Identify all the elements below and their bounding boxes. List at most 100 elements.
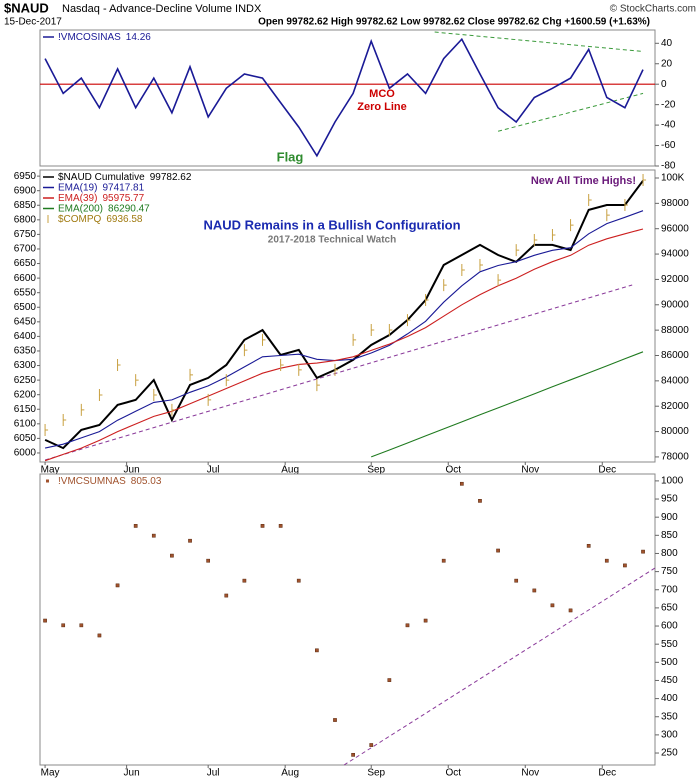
price-bar bbox=[171, 403, 175, 416]
legend-name: !VMCOSINAS bbox=[58, 32, 121, 43]
legend-value: 99782.62 bbox=[150, 172, 192, 183]
dot bbox=[296, 578, 301, 583]
price-bar bbox=[225, 374, 230, 387]
dot bbox=[97, 633, 102, 638]
legend-entry: $NAUD Cumulative 99782.62 bbox=[58, 172, 192, 183]
price-bar bbox=[298, 363, 302, 376]
price-bar bbox=[280, 358, 284, 371]
y-tick-label: 900 bbox=[661, 512, 678, 523]
price-bar bbox=[388, 323, 393, 336]
y-tick-label: 6800 bbox=[14, 214, 37, 225]
y2-tick-label: 94000 bbox=[661, 249, 689, 260]
y-tick-label: 550 bbox=[661, 639, 678, 650]
dot bbox=[459, 481, 464, 486]
price-bar bbox=[588, 194, 592, 207]
price-bar bbox=[479, 259, 483, 272]
y-tick-label: 6950 bbox=[14, 171, 37, 182]
price-bar bbox=[153, 388, 157, 401]
y-tick-label: 800 bbox=[661, 548, 678, 559]
price-bar bbox=[497, 274, 502, 287]
y-tick-label: 450 bbox=[661, 675, 678, 686]
price-bar bbox=[98, 388, 103, 401]
annotation: Flag bbox=[277, 149, 304, 164]
price-bar bbox=[406, 314, 411, 327]
x-tick-label: Dec bbox=[598, 465, 616, 476]
y-tick-label: -40 bbox=[661, 120, 676, 131]
y-tick-label: 40 bbox=[661, 38, 673, 49]
price-bar bbox=[316, 379, 320, 392]
legend-value: 97417.81 bbox=[102, 182, 144, 193]
dot bbox=[514, 578, 519, 583]
y2-tick-label: 96000 bbox=[661, 223, 689, 234]
price-bar bbox=[570, 219, 574, 232]
chart-subtitle: 2017-2018 Technical Watch bbox=[268, 235, 396, 246]
y-tick-label: 6650 bbox=[14, 258, 37, 269]
y-tick-label: 750 bbox=[661, 566, 678, 577]
legend-entry: !VMCSUMNAS 805.03 bbox=[58, 476, 162, 487]
symbol: $NAUD bbox=[4, 0, 49, 15]
price-bar bbox=[551, 228, 556, 241]
y-tick-label: 500 bbox=[661, 657, 678, 668]
dot bbox=[151, 533, 156, 538]
legend-value: 95975.77 bbox=[102, 193, 144, 204]
dot bbox=[550, 603, 555, 608]
y-tick-label: 0 bbox=[661, 79, 667, 90]
y-tick-label: 6250 bbox=[14, 375, 37, 386]
dot bbox=[133, 524, 138, 528]
y-tick-label: -60 bbox=[661, 140, 676, 151]
x-tick-label: Jul bbox=[207, 768, 220, 779]
dot bbox=[43, 618, 47, 623]
price-bar bbox=[135, 374, 139, 387]
dot bbox=[224, 593, 229, 598]
price-bar bbox=[606, 209, 610, 222]
y-tick-label: 6100 bbox=[14, 418, 37, 429]
y-tick-label: 20 bbox=[661, 58, 673, 69]
x-tick-label: Oct bbox=[445, 768, 461, 779]
dot bbox=[405, 623, 410, 628]
y2-tick-label: 98000 bbox=[661, 198, 689, 209]
dot bbox=[61, 623, 66, 628]
y-tick-label: 6700 bbox=[14, 244, 37, 255]
legend-name: $COMPQ bbox=[58, 214, 102, 225]
x-tick-label: May bbox=[41, 465, 60, 476]
series-line bbox=[371, 351, 644, 458]
x-tick-label: Oct bbox=[445, 465, 461, 476]
price-bar bbox=[352, 333, 357, 346]
x-tick-label: Jul bbox=[207, 465, 220, 476]
y2-tick-label: 86000 bbox=[661, 350, 689, 361]
price-bar bbox=[425, 293, 429, 306]
series-line bbox=[44, 180, 644, 450]
y-tick-label: 6500 bbox=[14, 302, 37, 313]
dot bbox=[242, 578, 247, 583]
legend-entry: $COMPQ 6936.58 bbox=[58, 214, 143, 225]
price-bar bbox=[243, 344, 248, 357]
price-bar bbox=[624, 198, 628, 211]
y-tick-label: 6750 bbox=[14, 229, 37, 240]
panel-frame bbox=[39, 169, 656, 463]
price-bar bbox=[117, 358, 121, 371]
legend-value: 805.03 bbox=[131, 476, 162, 487]
panel-frame bbox=[39, 29, 656, 167]
price-bar bbox=[334, 363, 338, 376]
dot bbox=[441, 558, 446, 563]
y-tick-label: 350 bbox=[661, 711, 678, 722]
y2-tick-label: 92000 bbox=[661, 274, 689, 285]
dot bbox=[532, 588, 537, 593]
dot bbox=[568, 608, 573, 613]
annotation: Zero Line bbox=[357, 101, 407, 113]
legend-entry: !VMCOSINAS 14.26 bbox=[58, 32, 151, 43]
annotation: New All Time Highs! bbox=[531, 175, 636, 187]
dot bbox=[206, 558, 211, 563]
price-bar bbox=[207, 393, 212, 406]
copyright: © StockCharts.com bbox=[610, 4, 696, 15]
y-tick-label: 650 bbox=[661, 603, 678, 614]
y-tick-label: 6400 bbox=[14, 331, 37, 342]
legend-value: 86290.47 bbox=[108, 203, 150, 214]
y2-tick-label: 80000 bbox=[661, 426, 689, 437]
y-tick-label: 600 bbox=[661, 621, 678, 632]
y2-tick-label: 84000 bbox=[661, 375, 689, 386]
dot bbox=[623, 563, 627, 568]
trendline bbox=[343, 567, 656, 766]
dot bbox=[260, 524, 265, 528]
